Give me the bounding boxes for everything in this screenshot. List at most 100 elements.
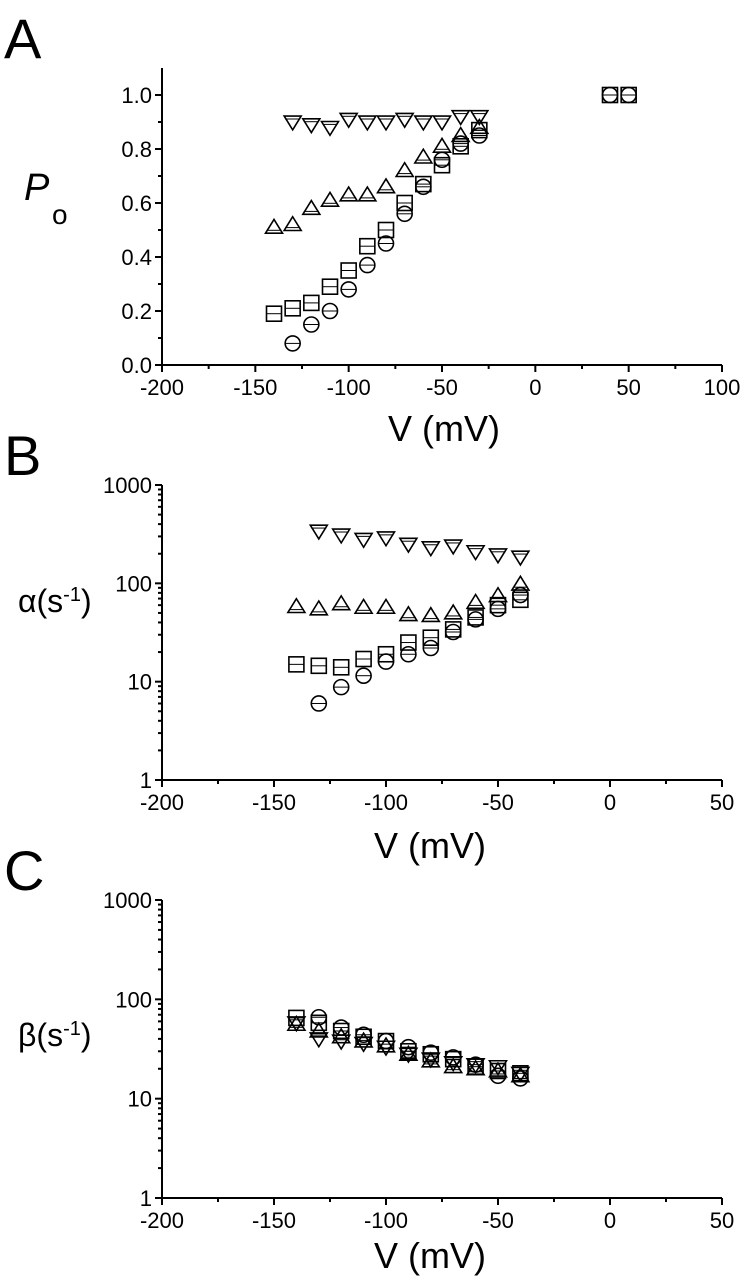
y-tick-label: 0.0 [121, 353, 152, 378]
data-point-triangle-up [376, 1036, 396, 1053]
data-point-triangle-up [432, 136, 452, 154]
data-point-triangle-up [420, 1051, 441, 1068]
series-circle [284, 86, 637, 352]
series-circle [310, 1008, 529, 1087]
y-tick-label: 10 [128, 1087, 152, 1112]
panel-letter: B [4, 424, 41, 487]
data-point-triangle-down [488, 548, 508, 565]
x-tick-label: -50 [482, 790, 514, 815]
x-tick-label: -200 [140, 1208, 184, 1233]
y-axis-label-end: ) [81, 1017, 92, 1053]
data-point-triangle-up [286, 1014, 307, 1032]
data-point-triangle-down [353, 532, 374, 549]
data-point-triangle-up [510, 574, 531, 591]
data-point-triangle-up [469, 118, 490, 135]
data-point-triangle-up [282, 215, 303, 232]
data-point-triangle-up [286, 597, 307, 614]
data-point-triangle-up [443, 1057, 464, 1074]
y-axis-label: P o [24, 167, 68, 230]
data-point-triangle-up [450, 126, 471, 143]
data-point-triangle-down [413, 115, 434, 132]
data-point-triangle-down [488, 1059, 508, 1077]
x-tick-label: 0 [604, 790, 616, 815]
x-axis-label: V (mV) [374, 825, 486, 866]
data-point-triangle-down [432, 115, 452, 132]
x-tick-label: -50 [426, 375, 458, 400]
x-tick-label: 50 [710, 1208, 734, 1233]
data-point-triangle-down [398, 1047, 419, 1064]
y-tick-label: 0.8 [121, 137, 152, 162]
y-axis-label-end: ) [81, 583, 92, 619]
x-tick-label: -200 [140, 790, 184, 815]
data-point-triangle-down [331, 528, 352, 545]
data-point-triangle-down [286, 1016, 307, 1033]
x-tick-label: -50 [482, 1208, 514, 1233]
data-point-triangle-down [308, 1032, 329, 1049]
plot-area: -200 -150 -100 -50 0 50 1 10 100 1000 [103, 473, 734, 815]
data-point-triangle-up [413, 147, 434, 164]
x-tick-label: -150 [252, 790, 296, 815]
data-point-triangle-up [420, 606, 441, 623]
data-point-triangle-up [376, 177, 396, 194]
data-point-triangle-down [308, 524, 329, 541]
plot-area: -200 -150 -100 -50 0 50 100 0.0 0.2 0.4 0.6 0.8 1.0 [121, 68, 740, 400]
y-tick-label: 100 [115, 987, 152, 1012]
series-triangle-down [308, 524, 531, 567]
y-axis-label: α(s-1) [18, 583, 92, 619]
data-point-triangle-up [320, 190, 340, 208]
x-tick-label: 0 [604, 1208, 616, 1233]
y-axis-label-main: P [24, 167, 50, 209]
y-tick-label: 1 [140, 768, 152, 793]
x-tick-label: 0 [529, 375, 541, 400]
data-point-triangle-down [420, 541, 441, 558]
y-axis-label-sup: -1 [63, 1018, 81, 1040]
data-point-triangle-up [331, 1027, 352, 1044]
data-point-triangle-down [450, 109, 471, 126]
y-axis-label: β(s-1) [18, 1017, 92, 1053]
y-tick-label: 0.4 [121, 245, 152, 270]
x-tick-label: 50 [710, 790, 734, 815]
data-point-triangle-down [465, 544, 486, 562]
y-tick-label: 10 [128, 670, 152, 695]
data-point-triangle-down [301, 117, 322, 135]
y-tick-label: 1 [140, 1186, 152, 1211]
data-point-triangle-down [282, 115, 303, 132]
data-point-triangle-up [510, 1066, 531, 1083]
series-triangle-up [264, 118, 490, 235]
y-tick-label: 1000 [103, 473, 152, 498]
data-point-triangle-up [394, 161, 415, 178]
data-point-triangle-down [394, 112, 415, 129]
data-point-triangle-down [376, 531, 396, 548]
x-tick-label: -100 [364, 790, 408, 815]
data-point-triangle-down [320, 120, 340, 137]
panel-letter: A [4, 7, 42, 70]
data-point-triangle-down [376, 115, 396, 132]
data-point-triangle-up [465, 592, 486, 610]
plot-area: -200 -150 -100 -50 0 50 1 10 100 1000 [103, 888, 734, 1233]
data-point-triangle-up [308, 599, 329, 616]
panel-a: A P o V (mV) -200 -150 -100 -50 0 50 100 0.0 0.2… [4, 7, 740, 449]
data-point-triangle-up [353, 597, 374, 615]
data-point-triangle-up [338, 185, 359, 202]
data-point-triangle-down [510, 550, 531, 567]
data-point-triangle-down [338, 112, 359, 129]
x-tick-label: -100 [364, 1208, 408, 1233]
y-tick-label: 0.2 [121, 299, 152, 324]
panel-c: C β(s-1) V (mV) -200 -150 -100 -50 0 50 1 10 100… [4, 839, 734, 1276]
x-axis-label: V (mV) [388, 408, 500, 449]
panel-b: B α(s-1) V (mV) -200 -150 -100 -50 0 50 1 10 100… [4, 424, 734, 866]
x-tick-label: -150 [233, 375, 277, 400]
data-point-triangle-down [357, 115, 378, 132]
series-circle [310, 586, 529, 712]
y-axis-label-main: β(s [18, 1017, 63, 1053]
x-axis-label: V (mV) [374, 1235, 486, 1276]
data-point-triangle-down [469, 109, 490, 126]
data-point-triangle-down [443, 539, 464, 556]
data-point-triangle-up [488, 586, 508, 603]
y-tick-label: 1000 [103, 888, 152, 913]
x-tick-label: -200 [140, 375, 184, 400]
data-point-triangle-up [443, 603, 464, 620]
data-point-triangle-up [357, 185, 378, 202]
data-point-triangle-up [398, 605, 419, 622]
